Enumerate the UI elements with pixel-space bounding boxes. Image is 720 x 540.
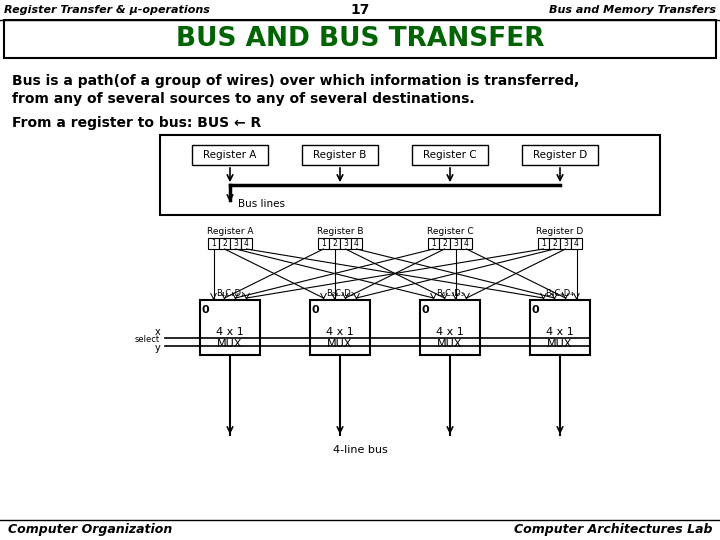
Text: Register A: Register A [207,227,253,237]
Text: Computer Architectures Lab: Computer Architectures Lab [513,523,712,537]
Bar [4,20,716,58]
Text: from any of several sources to any of several destinations.: from any of several sources to any of se… [12,92,474,106]
Text: 4: 4 [354,239,359,248]
Bar [428,238,439,249]
Bar [530,300,590,355]
Text: 4: 4 [464,239,469,248]
Text: 4-line bus: 4-line bus [333,445,387,455]
Text: x: x [154,327,160,337]
Bar [318,238,329,249]
Text: 1: 1 [321,239,326,248]
Text: Register B: Register B [313,150,366,160]
Text: 17: 17 [351,3,369,17]
Bar [219,238,230,249]
Text: 4 x 1: 4 x 1 [326,327,354,337]
Text: 2: 2 [442,239,447,248]
Bar [230,238,241,249]
Text: Register B: Register B [317,227,364,237]
Text: 2: 2 [332,239,337,248]
Bar [160,135,660,215]
Text: 1: 1 [541,239,546,248]
Bar [200,300,260,355]
Text: select: select [135,335,160,345]
Bar [208,238,219,249]
Text: Register D: Register D [533,150,587,160]
Bar [538,238,549,249]
Bar [329,238,340,249]
Bar [450,238,461,249]
Text: 4: 4 [244,239,249,248]
Bar [439,238,450,249]
Text: 4: 4 [574,239,579,248]
Text: 1: 1 [211,239,216,248]
Bar [420,300,480,355]
Text: y: y [154,343,160,353]
Text: 2: 2 [552,239,557,248]
Text: 2: 2 [222,239,227,248]
Text: 3: 3 [343,239,348,248]
Text: Register D: Register D [536,227,584,237]
Text: 0: 0 [531,305,539,315]
Bar [412,145,488,165]
Text: B₂C₂D₂: B₂C₂D₂ [326,288,354,298]
Text: BUS AND BUS TRANSFER: BUS AND BUS TRANSFER [176,26,544,52]
Text: B₁C₁D₁: B₁C₁D₁ [216,288,244,298]
Text: MUX: MUX [437,339,463,349]
Text: MUX: MUX [547,339,572,349]
Bar [560,238,571,249]
Text: 0: 0 [421,305,429,315]
Text: 1: 1 [431,239,436,248]
Text: MUX: MUX [217,339,243,349]
Bar [522,145,598,165]
Text: B₃C₃D₃: B₃C₃D₃ [436,288,464,298]
Text: 0: 0 [311,305,319,315]
Text: 3: 3 [563,239,568,248]
Text: 4 x 1: 4 x 1 [216,327,244,337]
Text: Register A: Register A [203,150,257,160]
Bar [340,238,351,249]
Text: MUX: MUX [328,339,353,349]
Text: Register C: Register C [427,227,473,237]
Text: 3: 3 [233,239,238,248]
Text: Bus is a path(of a group of wires) over which information is transferred,: Bus is a path(of a group of wires) over … [12,74,580,88]
Bar [302,145,378,165]
Bar [241,238,252,249]
Text: Computer Organization: Computer Organization [8,523,172,537]
Text: Register Transfer & μ-operations: Register Transfer & μ-operations [4,5,210,15]
Text: Register C: Register C [423,150,477,160]
Text: Bus and Memory Transfers: Bus and Memory Transfers [549,5,716,15]
Bar [4,58,716,520]
Bar [549,238,560,249]
Bar [351,238,362,249]
Bar [192,145,268,165]
Bar [310,300,370,355]
Bar [461,238,472,249]
Bar [571,238,582,249]
Text: From a register to bus: BUS ← R: From a register to bus: BUS ← R [12,116,261,130]
Text: 3: 3 [453,239,458,248]
Text: 4 x 1: 4 x 1 [436,327,464,337]
Text: B₄C₄D₄: B₄C₄D₄ [546,288,575,298]
Text: 4 x 1: 4 x 1 [546,327,574,337]
Text: 0: 0 [201,305,209,315]
Text: Bus lines: Bus lines [238,199,285,209]
